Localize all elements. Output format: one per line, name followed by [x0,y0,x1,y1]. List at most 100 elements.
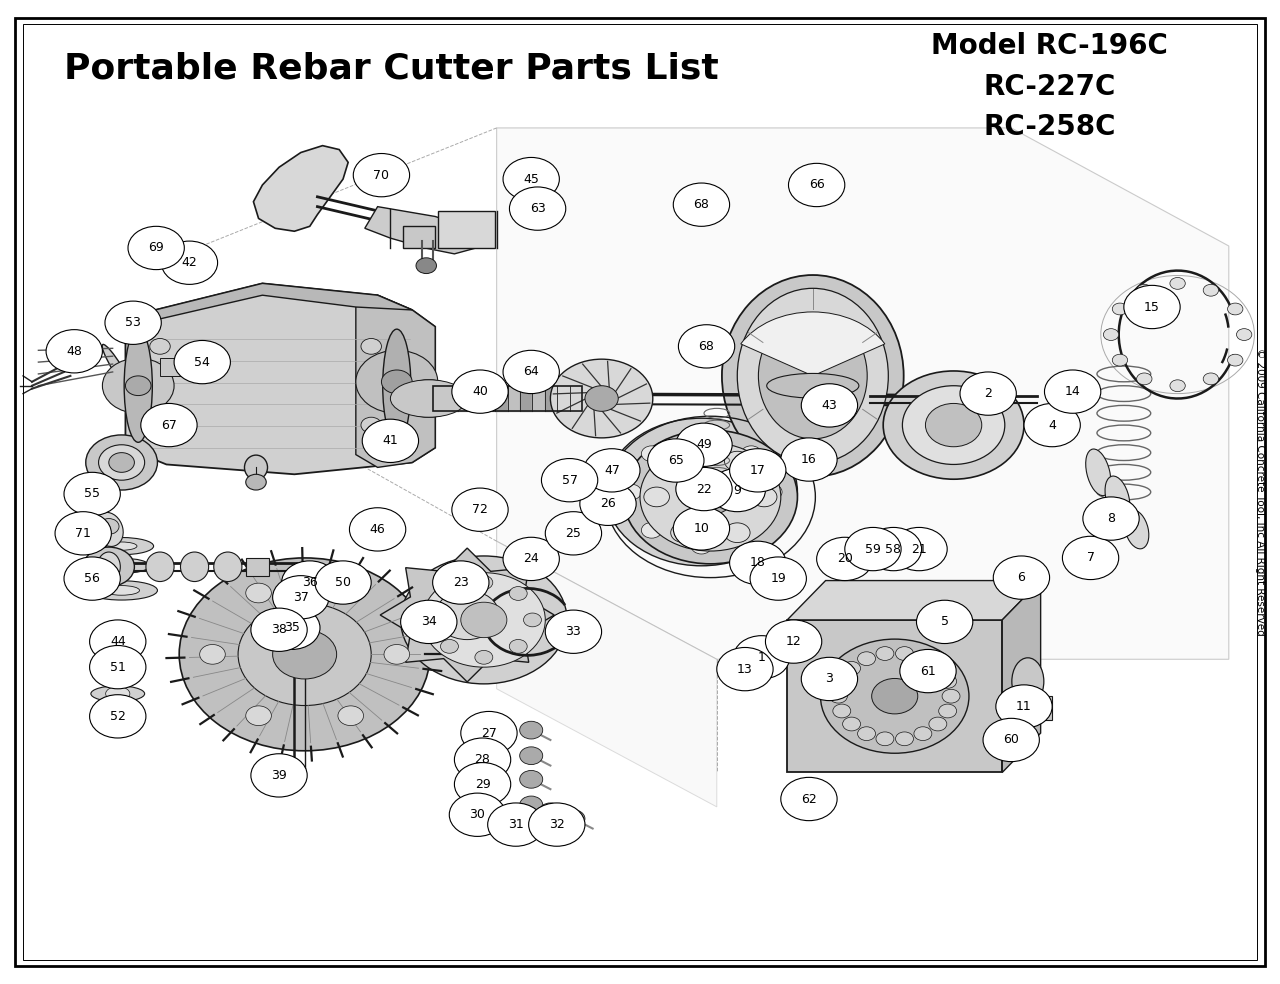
Circle shape [353,154,410,197]
Circle shape [90,620,146,663]
Text: 12: 12 [786,635,801,648]
Polygon shape [356,295,435,467]
Circle shape [90,646,146,689]
Ellipse shape [106,542,137,550]
Text: 8: 8 [1107,512,1115,525]
Circle shape [1236,329,1252,340]
Text: 37: 37 [293,590,308,604]
Text: 55: 55 [84,487,100,501]
Polygon shape [125,283,435,474]
Circle shape [128,226,184,270]
Ellipse shape [104,585,140,595]
Circle shape [858,651,876,665]
Bar [1024,696,1052,720]
Circle shape [1203,373,1219,385]
Circle shape [361,417,381,433]
Ellipse shape [86,581,157,600]
Text: 26: 26 [600,497,616,511]
Text: 17: 17 [750,463,765,477]
Circle shape [916,600,973,644]
Circle shape [1103,329,1119,340]
Text: 20: 20 [837,552,852,566]
Circle shape [676,423,732,466]
Text: © 2009 California Concrete Tool, Inc All Right Reserved: © 2009 California Concrete Tool, Inc All… [1254,348,1265,636]
Text: 50: 50 [335,576,351,589]
Text: 9: 9 [733,483,741,497]
Bar [160,358,192,376]
Circle shape [691,430,712,446]
Circle shape [452,488,508,531]
Circle shape [788,163,845,207]
Text: 25: 25 [566,526,581,540]
Ellipse shape [124,329,152,443]
Circle shape [929,717,947,731]
Circle shape [717,647,773,691]
Circle shape [454,763,511,806]
Text: 22: 22 [696,482,712,496]
Circle shape [741,523,762,538]
Text: 3: 3 [826,672,833,686]
Circle shape [90,695,146,738]
Text: 52: 52 [110,709,125,723]
Circle shape [520,796,543,814]
Circle shape [605,418,797,566]
Text: RC-227C: RC-227C [983,73,1116,100]
Text: 60: 60 [1004,733,1019,747]
Text: 46: 46 [370,523,385,536]
Text: 7: 7 [1087,551,1094,565]
Bar [438,211,495,248]
Text: 39: 39 [271,769,287,782]
Ellipse shape [214,552,242,582]
Circle shape [673,507,730,550]
Circle shape [1083,497,1139,540]
Circle shape [246,706,271,725]
Circle shape [896,732,914,746]
Circle shape [251,608,307,651]
Circle shape [829,689,847,703]
Ellipse shape [106,635,129,648]
Circle shape [55,512,111,555]
Text: 42: 42 [182,256,197,270]
Circle shape [842,717,860,731]
Ellipse shape [390,380,467,417]
Text: 66: 66 [809,178,824,192]
Text: Model RC-196C: Model RC-196C [931,32,1169,60]
Circle shape [1228,303,1243,315]
Ellipse shape [758,313,868,439]
Circle shape [691,538,712,554]
Circle shape [687,479,733,515]
Circle shape [125,376,151,396]
Circle shape [105,301,161,344]
Circle shape [349,508,406,551]
Text: 35: 35 [284,621,300,635]
Circle shape [1137,284,1152,296]
Circle shape [503,537,559,581]
Circle shape [381,370,412,394]
Circle shape [416,258,436,274]
Circle shape [801,384,858,427]
Circle shape [820,640,969,754]
Circle shape [960,372,1016,415]
Circle shape [179,558,430,751]
Text: 18: 18 [750,556,765,570]
Circle shape [1170,277,1185,289]
Polygon shape [497,541,717,807]
Circle shape [200,645,225,664]
Ellipse shape [737,288,888,463]
Circle shape [264,606,320,649]
Circle shape [461,711,517,755]
Circle shape [282,561,338,604]
Circle shape [433,561,489,604]
Ellipse shape [1085,449,1111,496]
Circle shape [509,640,527,653]
Circle shape [475,576,493,589]
Circle shape [996,685,1052,728]
Circle shape [454,738,511,781]
Circle shape [833,674,851,688]
Text: 48: 48 [67,344,82,358]
Ellipse shape [106,661,129,673]
Circle shape [509,586,527,600]
Circle shape [883,371,1024,479]
Text: 45: 45 [524,172,539,186]
Circle shape [150,417,170,433]
